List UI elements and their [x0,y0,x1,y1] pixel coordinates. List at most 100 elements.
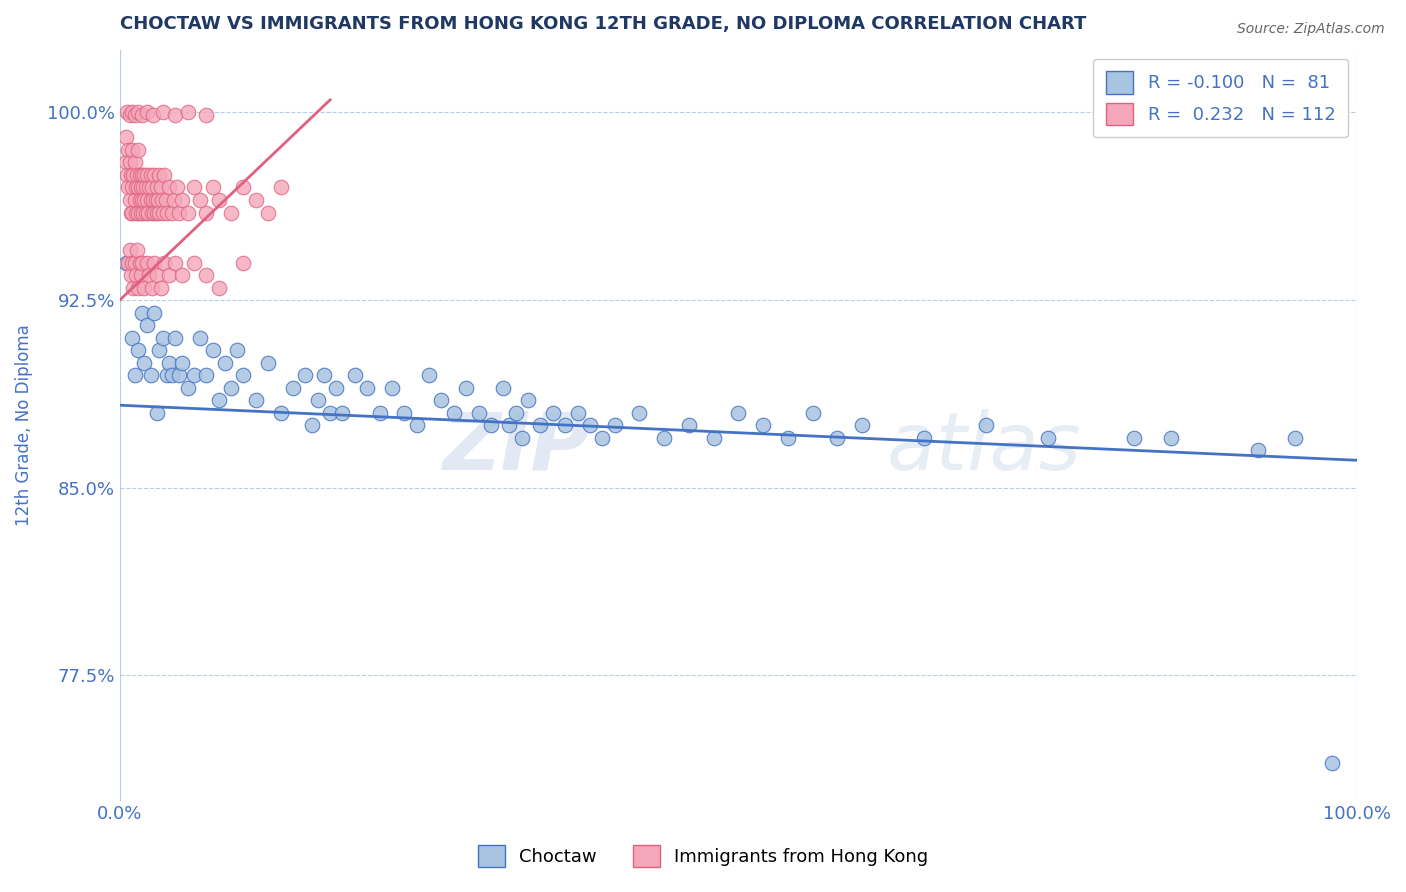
Point [152,205,174,219]
Point [443,406,465,420]
Point [166,180,188,194]
Point [195,108,218,122]
Point [974,418,997,433]
Point [143,305,166,319]
Point [136,205,159,219]
Point [117,180,139,194]
Point [125,268,148,282]
Point [117,255,139,269]
Text: ZIP: ZIP [443,409,591,487]
Point [591,431,613,445]
Point [134,280,156,294]
Point [125,243,148,257]
Point [603,418,626,433]
Point [118,193,141,207]
Point [121,331,143,345]
Point [157,268,180,282]
Point [1123,431,1146,445]
Point [122,280,145,294]
Point [135,205,157,219]
Point [165,331,187,345]
Point [136,318,159,332]
Point [156,205,179,219]
Point [510,431,533,445]
Point [118,108,141,122]
Point [827,431,849,445]
Point [214,356,236,370]
Point [148,205,170,219]
Point [1247,443,1270,458]
Point [136,255,159,269]
Point [195,268,218,282]
Point [307,393,329,408]
Point [115,130,138,145]
Point [128,255,150,269]
Point [579,418,602,433]
Point [153,168,176,182]
Point [124,193,146,207]
Point [479,418,502,433]
Point [851,418,873,433]
Point [394,406,416,420]
Point [115,255,138,269]
Point [148,168,170,182]
Point [219,381,242,395]
Point [257,205,280,219]
Point [142,193,165,207]
Point [492,381,515,395]
Point [121,180,143,194]
Point [124,108,146,122]
Point [232,255,254,269]
Point [703,431,725,445]
Point [183,180,205,194]
Point [136,105,159,120]
Point [801,406,824,420]
Point [157,180,180,194]
Point [381,381,404,395]
Point [134,193,156,207]
Point [125,205,148,219]
Point [139,168,162,182]
Point [752,418,775,433]
Point [195,368,218,383]
Point [131,108,153,122]
Point [121,255,143,269]
Point [567,406,589,420]
Point [122,168,145,182]
Point [188,193,211,207]
Point [201,180,224,194]
Point [245,193,267,207]
Point [325,381,347,395]
Point [131,255,153,269]
Point [160,368,183,383]
Point [118,243,141,257]
Point [1036,431,1059,445]
Point [1284,431,1306,445]
Point [678,418,700,433]
Point [127,343,149,358]
Point [152,105,174,120]
Point [127,143,149,157]
Point [152,331,174,345]
Point [118,155,141,169]
Point [281,381,304,395]
Point [146,205,169,219]
Point [245,393,267,408]
Point [319,406,342,420]
Point [727,406,749,420]
Point [219,205,242,219]
Point [120,268,142,282]
Point [141,180,163,194]
Point [165,108,187,122]
Point [165,255,187,269]
Point [208,193,231,207]
Point [270,406,292,420]
Point [170,193,193,207]
Point [127,105,149,120]
Point [146,406,169,420]
Point [125,180,148,194]
Point [134,168,156,182]
Legend: Choctaw, Immigrants from Hong Kong: Choctaw, Immigrants from Hong Kong [471,838,935,874]
Point [776,431,799,445]
Point [128,193,150,207]
